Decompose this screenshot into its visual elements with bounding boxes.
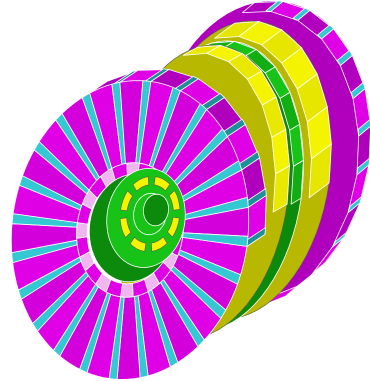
green-rim-segment [290, 159, 304, 205]
shaft-hole-inner [142, 193, 170, 227]
yellow-back-rim-segment [308, 143, 332, 199]
rotor-pole [153, 176, 171, 192]
rotor-pole [167, 216, 180, 238]
yellow-rim-segment [272, 165, 290, 213]
rotor-pole [119, 217, 132, 238]
front-disc-rim [89, 68, 267, 247]
rotor-pole [120, 190, 133, 212]
rotor-pole [129, 236, 147, 252]
hub-bore [88, 168, 186, 283]
inner-slot [76, 222, 89, 239]
rear-disc-rim-slot [357, 118, 370, 137]
rotor-pole [151, 236, 168, 252]
rotor-pole [168, 190, 181, 211]
front-disc-face [10, 80, 250, 380]
rotor-pole [132, 176, 149, 192]
